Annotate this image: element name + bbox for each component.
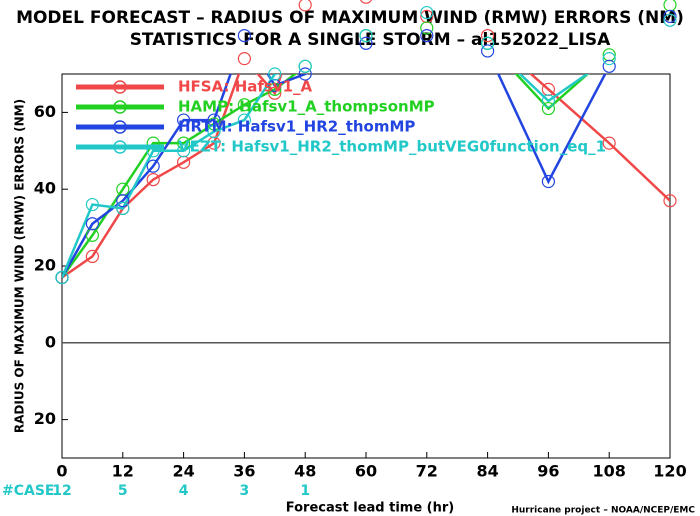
x-tick-label: 108 xyxy=(592,462,625,481)
point-marker xyxy=(85,249,100,263)
point-marker xyxy=(360,0,372,4)
point-marker xyxy=(85,197,100,212)
x-tick-label: 72 xyxy=(416,462,438,481)
point-marker xyxy=(116,201,130,215)
point-marker xyxy=(177,113,191,127)
point-marker xyxy=(55,270,69,285)
point-marker xyxy=(481,28,495,43)
legend-marker xyxy=(113,140,127,154)
point-marker xyxy=(237,113,251,127)
x-tick-label: 96 xyxy=(537,462,559,481)
case-count: 1 xyxy=(300,483,310,499)
y-tick-label: 20 xyxy=(34,256,56,275)
legend-marker xyxy=(113,120,127,134)
chart-title: MODEL FORECAST – RADIUS OF MAXIMUM WIND … xyxy=(16,8,684,28)
point-marker xyxy=(237,28,251,43)
point-marker xyxy=(663,9,677,23)
legend-marker xyxy=(113,80,127,94)
point-marker xyxy=(663,194,677,208)
x-tick-label: 0 xyxy=(56,462,67,481)
series-line xyxy=(62,74,590,279)
point-marker xyxy=(602,136,616,150)
point-marker xyxy=(268,67,282,81)
point-marker xyxy=(146,159,160,173)
footer: Hurricane project – NOAA/NCEP/EMC xyxy=(511,506,695,516)
point-marker xyxy=(207,117,221,131)
point-marker xyxy=(420,28,434,43)
legend-label: HRTM: Hafsv1_HR2_thomMP xyxy=(178,118,415,136)
point-marker xyxy=(602,52,616,66)
point-marker xyxy=(602,59,616,73)
point-marker xyxy=(207,125,221,139)
case-count: 4 xyxy=(179,483,189,499)
point-marker xyxy=(420,21,434,35)
point-marker xyxy=(359,28,373,43)
legend-label: VEZT: Hafsv1_HR2_thomMP_butVEG0function_… xyxy=(178,138,606,156)
point-marker xyxy=(85,217,100,231)
x-tick-label: 12 xyxy=(112,462,134,481)
point-marker xyxy=(541,94,556,108)
point-marker xyxy=(177,136,191,150)
point-marker xyxy=(298,0,312,12)
point-marker xyxy=(237,52,251,66)
legend-marker xyxy=(113,100,127,114)
x-tick-label: 48 xyxy=(294,462,316,481)
point-marker xyxy=(541,101,556,116)
y-tick-label: 0 xyxy=(45,332,56,351)
x-tick-label: 36 xyxy=(233,462,255,481)
point-marker xyxy=(268,86,282,100)
point-marker xyxy=(177,144,191,158)
legend-label: HFSA: Hafsv1_A xyxy=(178,78,313,96)
point-marker xyxy=(481,44,495,58)
series-line xyxy=(62,74,590,279)
x-tick-label: 60 xyxy=(355,462,377,481)
case-count: 5 xyxy=(118,483,128,499)
case-count: 12 xyxy=(52,483,71,499)
series-line xyxy=(62,74,670,279)
x-axis-label: Forecast lead time (hr) xyxy=(286,501,454,516)
plot-area xyxy=(62,74,670,279)
point-marker xyxy=(298,59,312,73)
point-marker xyxy=(268,82,282,96)
y-tick-label: 20 xyxy=(34,409,56,428)
y-tick-label: 60 xyxy=(34,102,56,121)
cases-label: #CASE xyxy=(2,483,55,499)
x-tick-label: 120 xyxy=(653,462,686,481)
point-marker xyxy=(541,174,556,189)
point-marker xyxy=(237,98,251,112)
point-marker xyxy=(116,194,130,208)
case-count: 3 xyxy=(240,483,250,499)
point-marker xyxy=(481,36,495,50)
point-marker xyxy=(298,67,312,81)
legend-label: HAMP: Hafsv1_A_thompsonMP xyxy=(178,98,435,116)
point-marker xyxy=(420,5,434,20)
x-tick-label: 84 xyxy=(476,462,498,481)
y-tick-label: 40 xyxy=(34,179,56,198)
point-marker xyxy=(359,36,373,50)
point-marker xyxy=(146,173,160,187)
point-marker xyxy=(663,13,677,27)
y-axis-label: RADIUS OF MAXIMUM WIND (RMW) ERRORS (NM) xyxy=(13,99,27,433)
x-tick-label: 24 xyxy=(172,462,194,481)
